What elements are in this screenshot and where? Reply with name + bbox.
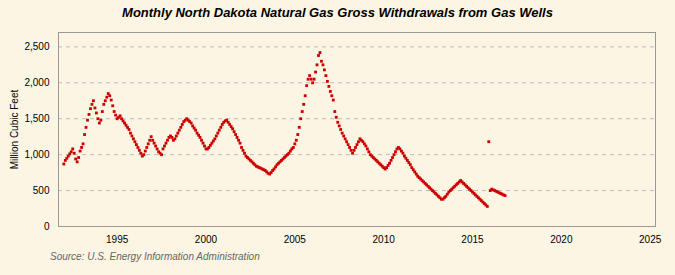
svg-text:2000: 2000 bbox=[195, 234, 218, 245]
html-text:Source: U.S. Energy Informatio: Source: U.S. Energy Information Administ… bbox=[50, 251, 260, 262]
svg-text:0: 0 bbox=[44, 221, 50, 232]
svg-text:2010: 2010 bbox=[373, 234, 396, 245]
svg-text:2015: 2015 bbox=[461, 234, 484, 245]
svg-text:1,000: 1,000 bbox=[24, 149, 49, 160]
svg-text:Million Cubic Feet: Million Cubic Feet bbox=[9, 90, 20, 170]
svg-text:1995: 1995 bbox=[106, 234, 129, 245]
svg-text:2020: 2020 bbox=[550, 234, 573, 245]
html-text:Monthly North Dakota Natural G: Monthly North Dakota Natural Gas Gross W… bbox=[122, 5, 553, 20]
svg-text:500: 500 bbox=[33, 185, 50, 196]
svg-text:2,000: 2,000 bbox=[24, 77, 49, 88]
svg-text:2005: 2005 bbox=[284, 234, 307, 245]
svg-text:1,500: 1,500 bbox=[24, 113, 49, 124]
svg-text:2025: 2025 bbox=[639, 234, 662, 245]
svg-text:2,500: 2,500 bbox=[24, 41, 49, 52]
